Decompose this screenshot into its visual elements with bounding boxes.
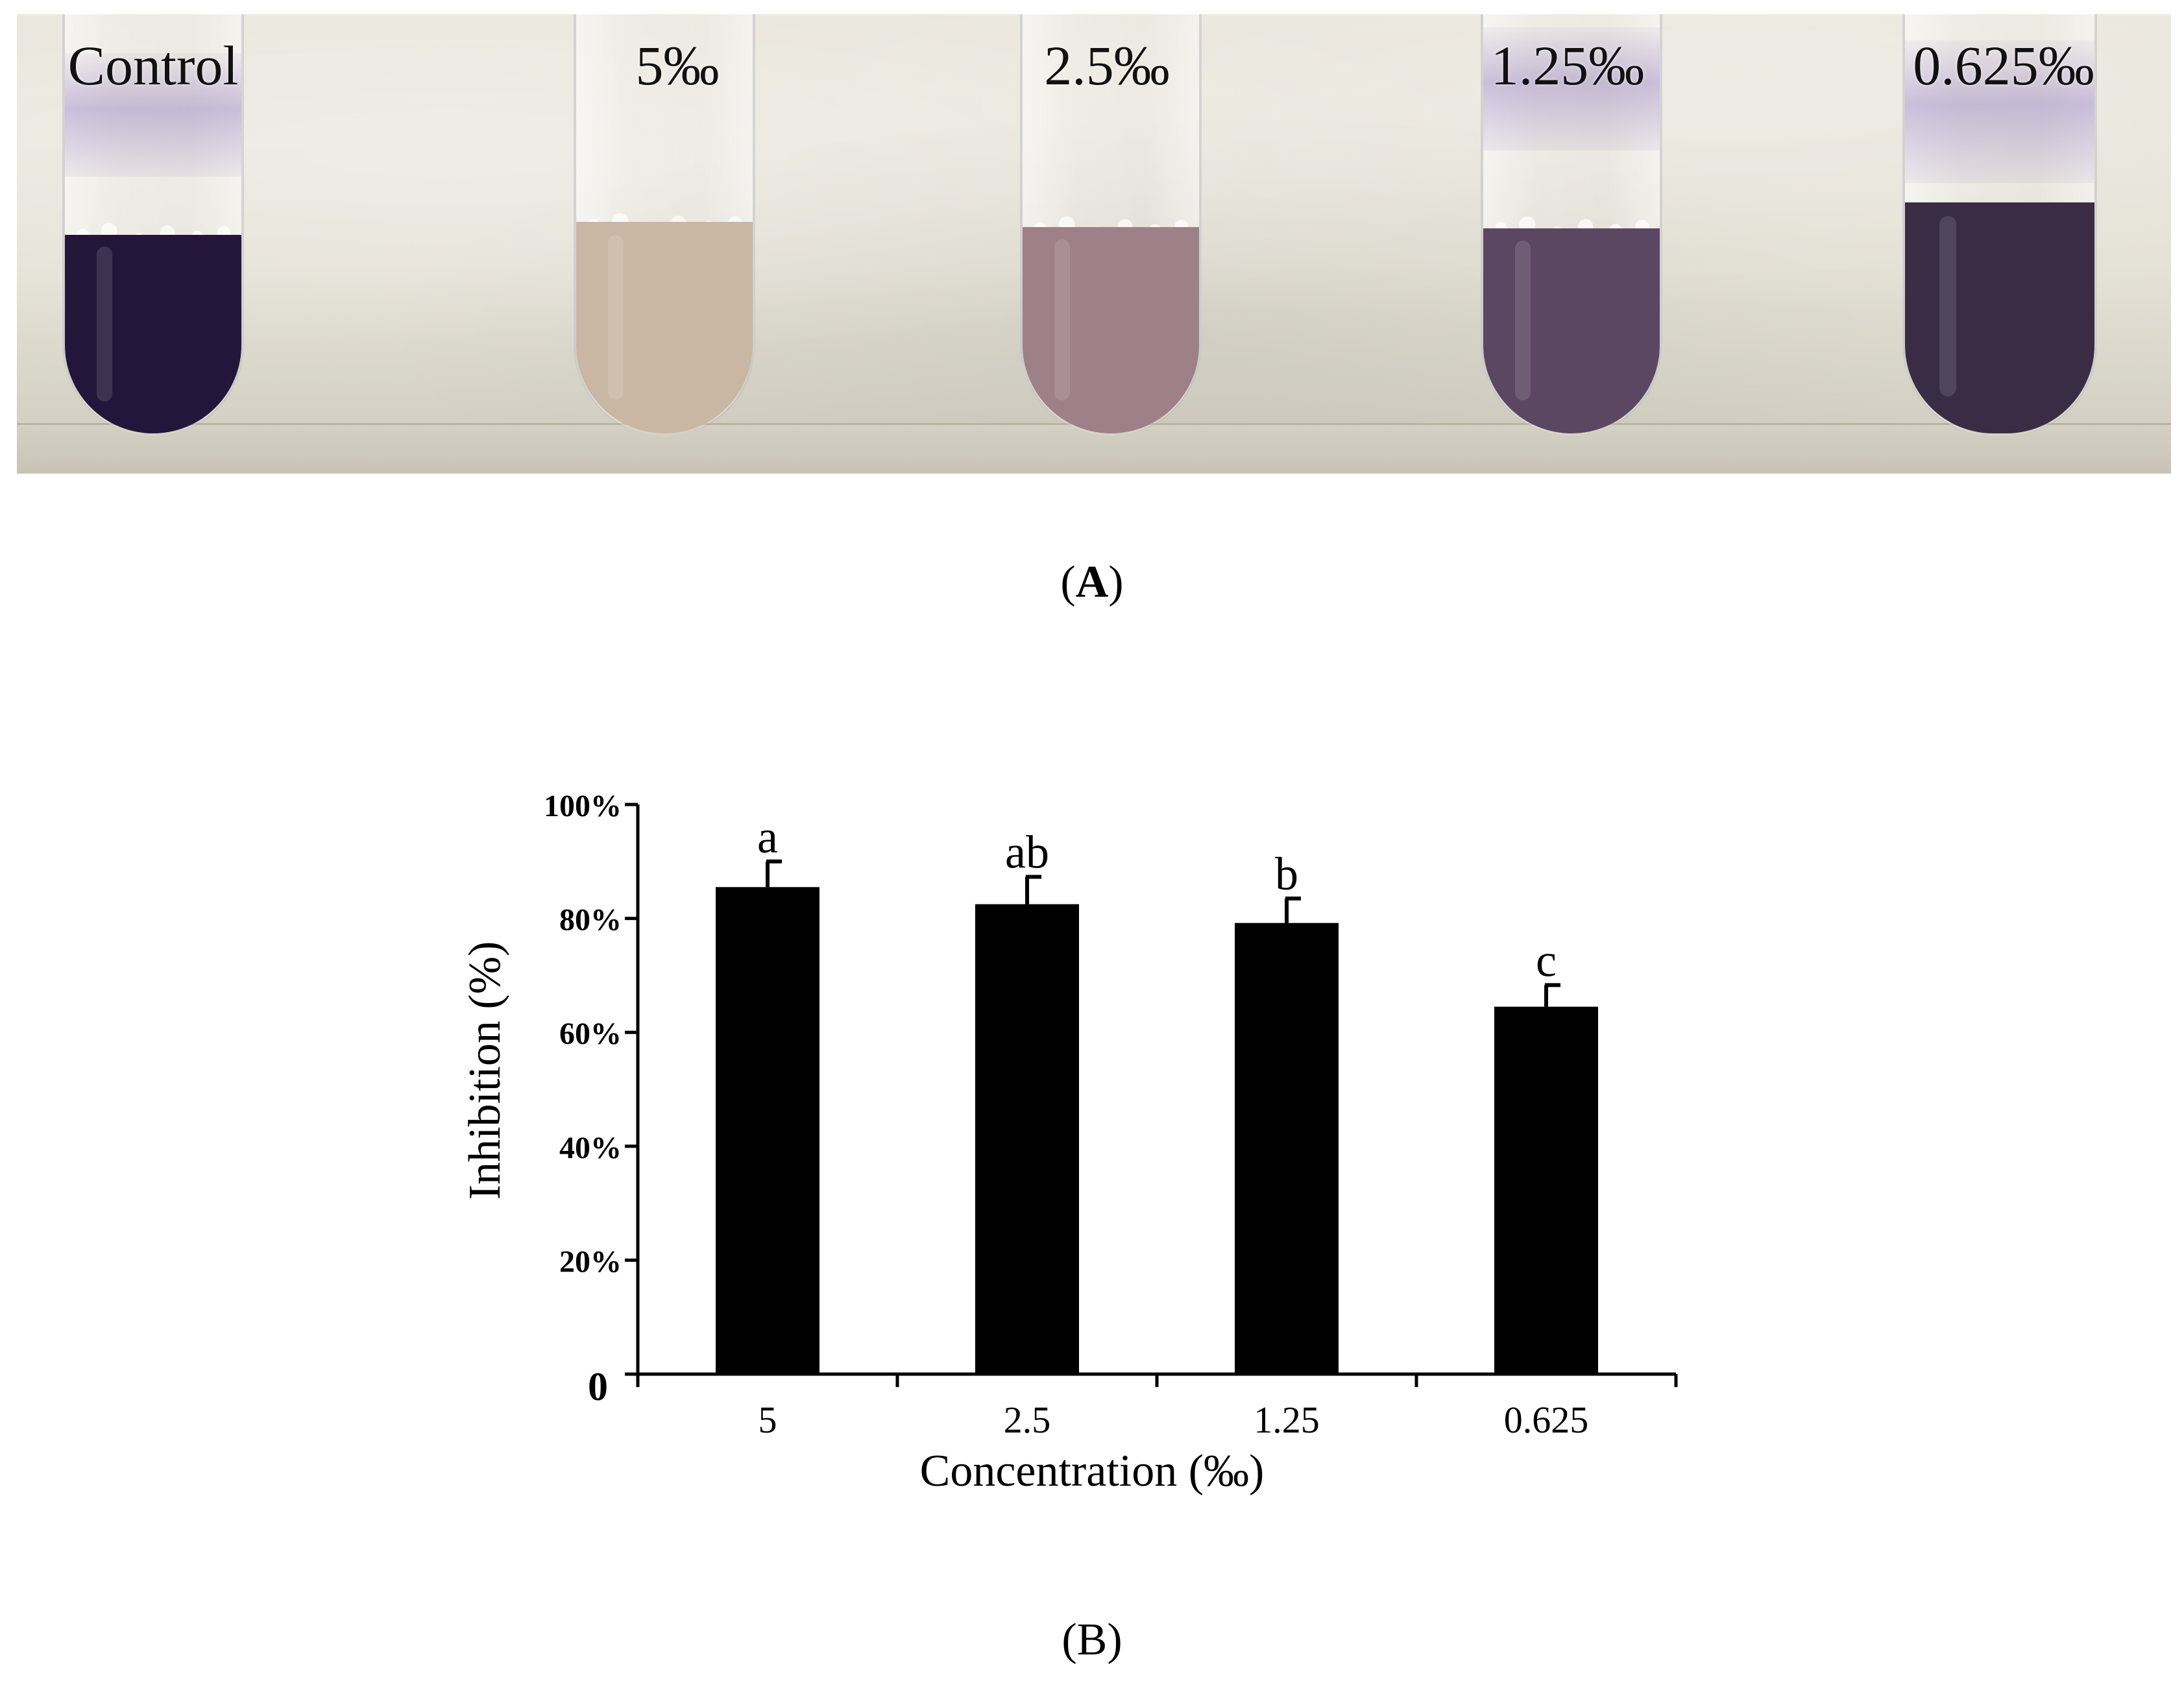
significance-letter: a xyxy=(757,811,778,863)
tube-liquid xyxy=(576,222,753,433)
tube-0-625 xyxy=(1902,14,2097,436)
tube-stain xyxy=(1483,27,1660,151)
tube-1-25 xyxy=(1481,14,1662,436)
y-tick-label: 0 xyxy=(588,1365,608,1409)
tube-label-2-5: 2.5‰ xyxy=(1044,34,1170,97)
x-tick-label: 0.625 xyxy=(1504,1399,1589,1441)
y-tick-label: 40% xyxy=(559,1131,622,1165)
bar-series: a ab b c xyxy=(716,811,1598,1374)
x-tick-label: 2.5 xyxy=(1004,1399,1051,1441)
y-axis-label: Inhibition (%) xyxy=(460,941,510,1200)
y-axis: 0 20% 40% 60% 80% 100% xyxy=(544,789,640,1409)
y-tick-label: 100% xyxy=(544,789,622,823)
x-axis: 5 2.5 1.25 0.625 xyxy=(636,1372,1678,1441)
panel-label-b: (B) xyxy=(1062,1615,1122,1665)
x-tick-label: 1.25 xyxy=(1254,1399,1320,1441)
tube-label-5: 5‰ xyxy=(635,34,720,97)
tube-label-0-625: 0.625‰ xyxy=(1913,34,2094,97)
panel-label-a: (A) xyxy=(1060,557,1123,609)
tube-stain xyxy=(1905,40,2094,183)
y-tick-label: 80% xyxy=(559,903,622,937)
x-tick-label: 5 xyxy=(758,1399,777,1441)
tube-label-control: Control xyxy=(67,34,239,97)
tube-label-1-25: 1.25‰ xyxy=(1490,34,1645,97)
tube-control xyxy=(62,14,244,436)
panel-label-a-open: ( xyxy=(1060,557,1076,607)
tube-liquid xyxy=(1023,227,1199,433)
panel-label-a-letter: A xyxy=(1075,557,1109,607)
tube-liquid xyxy=(1905,202,2094,433)
bar xyxy=(1494,1006,1598,1374)
tube-liquid xyxy=(65,235,241,433)
panel-label-a-close: ) xyxy=(1108,557,1124,607)
bar xyxy=(716,887,819,1374)
significance-letter: c xyxy=(1536,934,1557,986)
significance-letter: b xyxy=(1275,848,1298,900)
tube-liquid xyxy=(1483,228,1660,433)
test-tube-photo: Control 5‰ 2.5‰ 1.25‰ 0.625‰ xyxy=(17,14,2171,474)
bar xyxy=(1235,923,1339,1374)
bar xyxy=(975,904,1079,1374)
tube-2-5 xyxy=(1020,14,1202,436)
y-tick-label: 20% xyxy=(559,1244,622,1279)
x-axis-label: Concentration (‰) xyxy=(920,1446,1265,1496)
y-tick-label: 60% xyxy=(559,1017,622,1051)
tube-stain xyxy=(65,53,241,176)
tube-5 xyxy=(574,14,755,436)
significance-letter: ab xyxy=(1005,827,1049,878)
